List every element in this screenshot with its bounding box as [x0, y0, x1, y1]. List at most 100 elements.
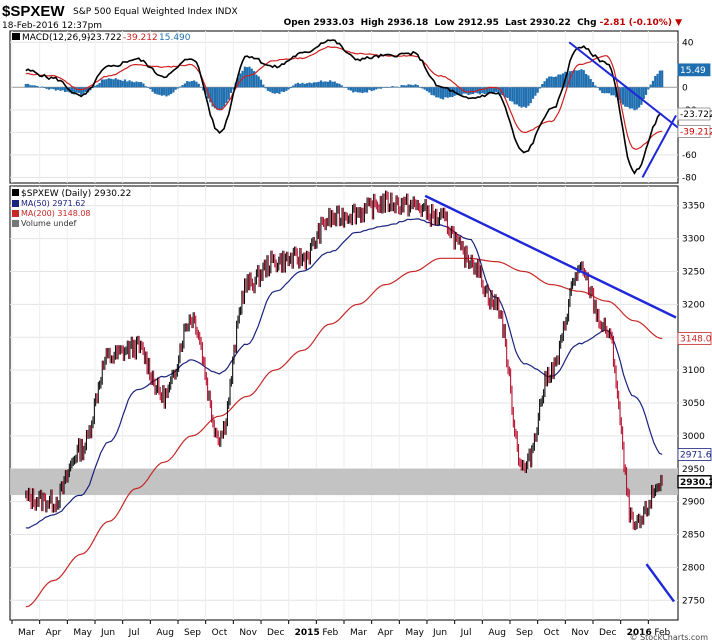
- macd-hist-bar: [250, 68, 253, 88]
- last-label: Last: [505, 18, 527, 28]
- macd-hist-bar: [289, 87, 293, 89]
- macd-hist-bar: [352, 87, 355, 93]
- macd-y-tick: -80: [682, 173, 697, 183]
- ma50-line: [25, 218, 663, 529]
- macd-legend-name: MACD(12,26,9): [22, 33, 90, 43]
- macd-hist-bar: [407, 84, 410, 88]
- macd-hist-bar: [317, 81, 320, 88]
- price-y-tick: 3050: [682, 399, 705, 409]
- macd-hist-bar: [571, 70, 574, 88]
- ma200-legend-swatch: [12, 210, 19, 217]
- macd-hist-bar: [412, 85, 415, 88]
- support-band: [10, 468, 678, 496]
- macd-hist-bar: [550, 76, 553, 88]
- macd-hist-bar: [488, 87, 491, 94]
- macd-hist-bar: [223, 87, 226, 107]
- macd-hist-bar: [130, 81, 133, 88]
- macd-hist-bar: [280, 87, 283, 92]
- macd-hist-bar: [608, 87, 611, 94]
- macd-hist-bar: [77, 87, 80, 93]
- macd-hist-bar: [315, 82, 318, 88]
- macd-hist-bar: [432, 87, 436, 96]
- macd-hist-bar: [144, 86, 147, 88]
- macd-hist-bar: [342, 87, 346, 88]
- macd-hist-bar: [93, 85, 97, 88]
- macd-hist-bar: [591, 82, 595, 88]
- macd-hist-bar: [619, 87, 622, 103]
- macd-hist-bar: [172, 87, 175, 93]
- x-tick-label: Nov: [571, 628, 589, 638]
- macd-panel: 400-20-40-60-80 15.49-23.722-39.212 MACD…: [9, 30, 712, 184]
- macd-hist-bar: [40, 86, 44, 88]
- macd-hist-bar: [485, 87, 489, 94]
- macd-hist-bar: [149, 87, 152, 90]
- macd-hist-bar: [347, 87, 350, 90]
- macd-hist-bar: [437, 87, 440, 98]
- price-y-tick: 2750: [682, 596, 705, 606]
- x-tick-label: Jul: [460, 628, 472, 638]
- x-tick-label: Feb: [322, 628, 338, 638]
- macd-trendlines: [568, 41, 685, 178]
- macd-hist-bar: [220, 87, 223, 110]
- macd-hist-bar: [359, 87, 362, 93]
- price-value-tag-label: 2971.62: [680, 451, 712, 461]
- macd-hist-bar: [541, 83, 544, 88]
- macd-hist-bar: [474, 87, 477, 93]
- macd-hist-bar: [573, 69, 576, 88]
- macd-hist-bar: [375, 87, 378, 90]
- macd-hist-bar: [555, 76, 558, 88]
- macd-hist-bar: [174, 87, 177, 90]
- x-tick-label: Oct: [212, 628, 228, 638]
- macd-hist-bar: [188, 81, 191, 88]
- macd-hist-bar: [61, 87, 64, 91]
- macd-hist-bar: [538, 87, 542, 89]
- macd-hist-bar: [282, 87, 286, 92]
- macd-hist-bar: [190, 81, 193, 88]
- macd-hist-bar: [612, 87, 615, 96]
- x-tick-label: Sep: [516, 628, 533, 638]
- macd-hist-bar: [575, 70, 578, 88]
- macd-hist-bar: [458, 87, 461, 96]
- macd-hist-bar: [229, 87, 233, 93]
- open-value: 2933.03: [313, 18, 355, 28]
- x-tick-label: Apr: [46, 628, 62, 638]
- macd-hist-bar: [151, 87, 154, 92]
- macd-hist-bar: [382, 87, 385, 88]
- price-y-tick: 3250: [682, 267, 705, 277]
- macd-hist-bar: [169, 87, 173, 95]
- macd-hist-bar: [225, 87, 228, 104]
- macd-hist-bar: [142, 83, 145, 88]
- macd-hist-bar: [370, 87, 373, 92]
- macd-hist-bar: [199, 86, 203, 88]
- macd-hist-bar: [70, 87, 74, 94]
- macd-hist-bar: [631, 87, 634, 109]
- price-trendlines: [424, 194, 677, 603]
- macd-hist-bar: [642, 87, 645, 100]
- macd-hist-bar: [91, 87, 94, 89]
- macd-hist-bar: [110, 78, 113, 88]
- macd-hist-bar: [63, 87, 67, 92]
- macd-hist-bar: [451, 87, 454, 98]
- macd-hist-bar: [181, 85, 184, 88]
- macd-hist-bar: [137, 82, 140, 88]
- x-tick-label: Mar: [350, 628, 367, 638]
- macd-hist-bar: [465, 87, 468, 94]
- last-value: 2930.22: [529, 18, 571, 28]
- macd-hist-bar: [163, 87, 166, 96]
- macd-hist-bar: [193, 80, 196, 88]
- price-y-tick: 2900: [682, 498, 705, 508]
- quote-date: 18-Feb-2016 12:37pm: [2, 21, 103, 31]
- index-name: S&P 500 Equal Weighted Index INDX: [73, 7, 238, 17]
- macd-hist-bar: [596, 87, 599, 88]
- macd-hist-bar: [644, 87, 648, 95]
- x-tick-label: May: [73, 628, 92, 638]
- macd-hist-bar: [227, 87, 230, 100]
- macd-uptrend-line: [641, 114, 677, 178]
- macd-hist-bar: [425, 87, 429, 92]
- x-tick-label: Mar: [18, 628, 35, 638]
- price-y-tick: 3200: [682, 300, 705, 310]
- macd-hist-bar: [520, 87, 523, 108]
- macd-hist-bar: [303, 83, 306, 88]
- macd-hist-bar: [428, 87, 431, 93]
- x-tick-label: Dec: [599, 628, 616, 638]
